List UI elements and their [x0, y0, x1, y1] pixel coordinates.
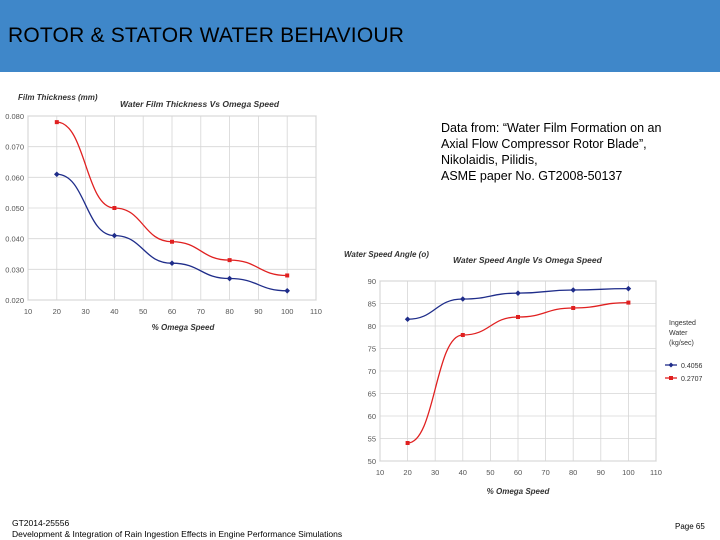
footer-left: GT2014-25556 Development & Integration o…: [12, 518, 342, 540]
page-number: Page 65: [675, 522, 705, 531]
x-tick-label: 80: [225, 307, 233, 316]
data-point: [405, 441, 410, 445]
title-bar: ROTOR & STATOR WATER BEHAVIOUR: [0, 0, 720, 72]
water-angle-chart: 10 20 30 40 50 60 70 80 90 100 110 50 55 60 65 70 75 80 85…: [338, 245, 720, 500]
source-line: Nikolaidis, Pilidis,: [441, 153, 538, 167]
y-tick-label: 0.040: [5, 235, 24, 244]
x-tick-label: 100: [622, 468, 635, 477]
y-tick-label: 0.070: [5, 143, 24, 152]
x-tick-label: 110: [650, 468, 662, 477]
legend-title: (kg/sec): [669, 340, 694, 347]
series-line: [56, 121, 288, 277]
source-line: Data from: “Water Film Formation on an: [441, 121, 662, 135]
source-line: ASME paper No. GT2008-50137: [441, 169, 623, 183]
y-tick-label: 65: [368, 390, 376, 399]
y-tick-label: 0.080: [5, 112, 24, 121]
y-axis-label: Film Thickness (mm): [18, 93, 98, 102]
film-thickness-chart: 10 20 30 40 50 60 70 80 90 100 110 0.020 0.030 0.040 0…: [0, 88, 322, 343]
data-point: [54, 120, 59, 125]
legend-title: Water: [669, 330, 688, 337]
paper-number: GT2014-25556: [12, 518, 70, 528]
data-point: [460, 333, 465, 337]
y-tick-label: 70: [368, 367, 376, 376]
y-tick-label: 0.030: [5, 265, 24, 274]
x-tick-label: 90: [597, 468, 605, 477]
y-tick-label: 85: [368, 300, 376, 309]
x-tick-label: 10: [24, 307, 32, 316]
x-tick-label: 30: [81, 307, 89, 316]
legend-label: 0.4056: [681, 363, 703, 370]
data-point: [284, 288, 290, 294]
legend-label: 0.2707: [681, 376, 703, 383]
data-point: [54, 171, 60, 178]
x-tick-label: 40: [110, 307, 118, 316]
data-point: [516, 315, 520, 319]
data-point: [570, 287, 576, 293]
legend-marker: [668, 362, 674, 368]
series-line: [56, 173, 288, 292]
x-tick-label: 50: [486, 468, 494, 477]
y-tick-label: 80: [368, 322, 376, 331]
x-tick-label: 100: [281, 307, 294, 316]
y-tick-label: 55: [368, 435, 376, 444]
x-tick-label: 50: [139, 307, 147, 316]
y-tick-label: 90: [368, 277, 376, 286]
data-point: [112, 206, 117, 210]
data-point: [571, 306, 576, 310]
slide-title: ROTOR & STATOR WATER BEHAVIOUR: [8, 24, 405, 47]
x-tick-label: 70: [197, 307, 205, 316]
x-axis-label: % Omega Speed: [487, 487, 551, 496]
y-tick-label: 0.050: [5, 204, 24, 213]
legend-marker: [669, 376, 673, 380]
x-tick-label: 40: [459, 468, 467, 477]
data-point: [404, 316, 411, 323]
data-point: [226, 275, 233, 282]
x-tick-label: 10: [376, 468, 384, 477]
x-tick-label: 20: [403, 468, 411, 477]
source-citation: Data from: “Water Film Formation on an A…: [441, 120, 711, 184]
data-point: [170, 239, 174, 244]
y-tick-label: 0.020: [5, 296, 24, 305]
x-axis-label: % Omega Speed: [152, 323, 216, 332]
chart-title: Water Speed Angle Vs Omega Speed: [453, 255, 603, 265]
x-tick-label: 70: [541, 468, 549, 477]
x-tick-label: 30: [431, 468, 439, 477]
paper-title: Development & Integration of Rain Ingest…: [12, 529, 343, 539]
y-axis-label: Water Speed Angle (o): [344, 250, 429, 259]
x-tick-label: 60: [514, 468, 522, 477]
data-point: [111, 232, 118, 239]
y-tick-label: 50: [368, 457, 376, 466]
data-point: [626, 300, 631, 305]
x-tick-label: 60: [168, 307, 176, 316]
legend-title: Ingested: [669, 320, 696, 327]
x-tick-label: 90: [254, 307, 262, 316]
series-line: [407, 301, 629, 444]
y-tick-label: 0.060: [5, 173, 24, 182]
x-tick-label: 80: [569, 468, 577, 477]
y-tick-label: 60: [368, 412, 376, 421]
chart-title: Water Film Thickness Vs Omega Speed: [120, 99, 280, 109]
y-tick-label: 75: [368, 345, 376, 354]
x-tick-label: 110: [310, 307, 322, 316]
data-point: [227, 258, 232, 263]
data-point: [285, 273, 290, 278]
source-line: Axial Flow Compressor Rotor Blade”,: [441, 137, 647, 151]
x-tick-label: 20: [53, 307, 61, 316]
data-point: [169, 260, 175, 266]
